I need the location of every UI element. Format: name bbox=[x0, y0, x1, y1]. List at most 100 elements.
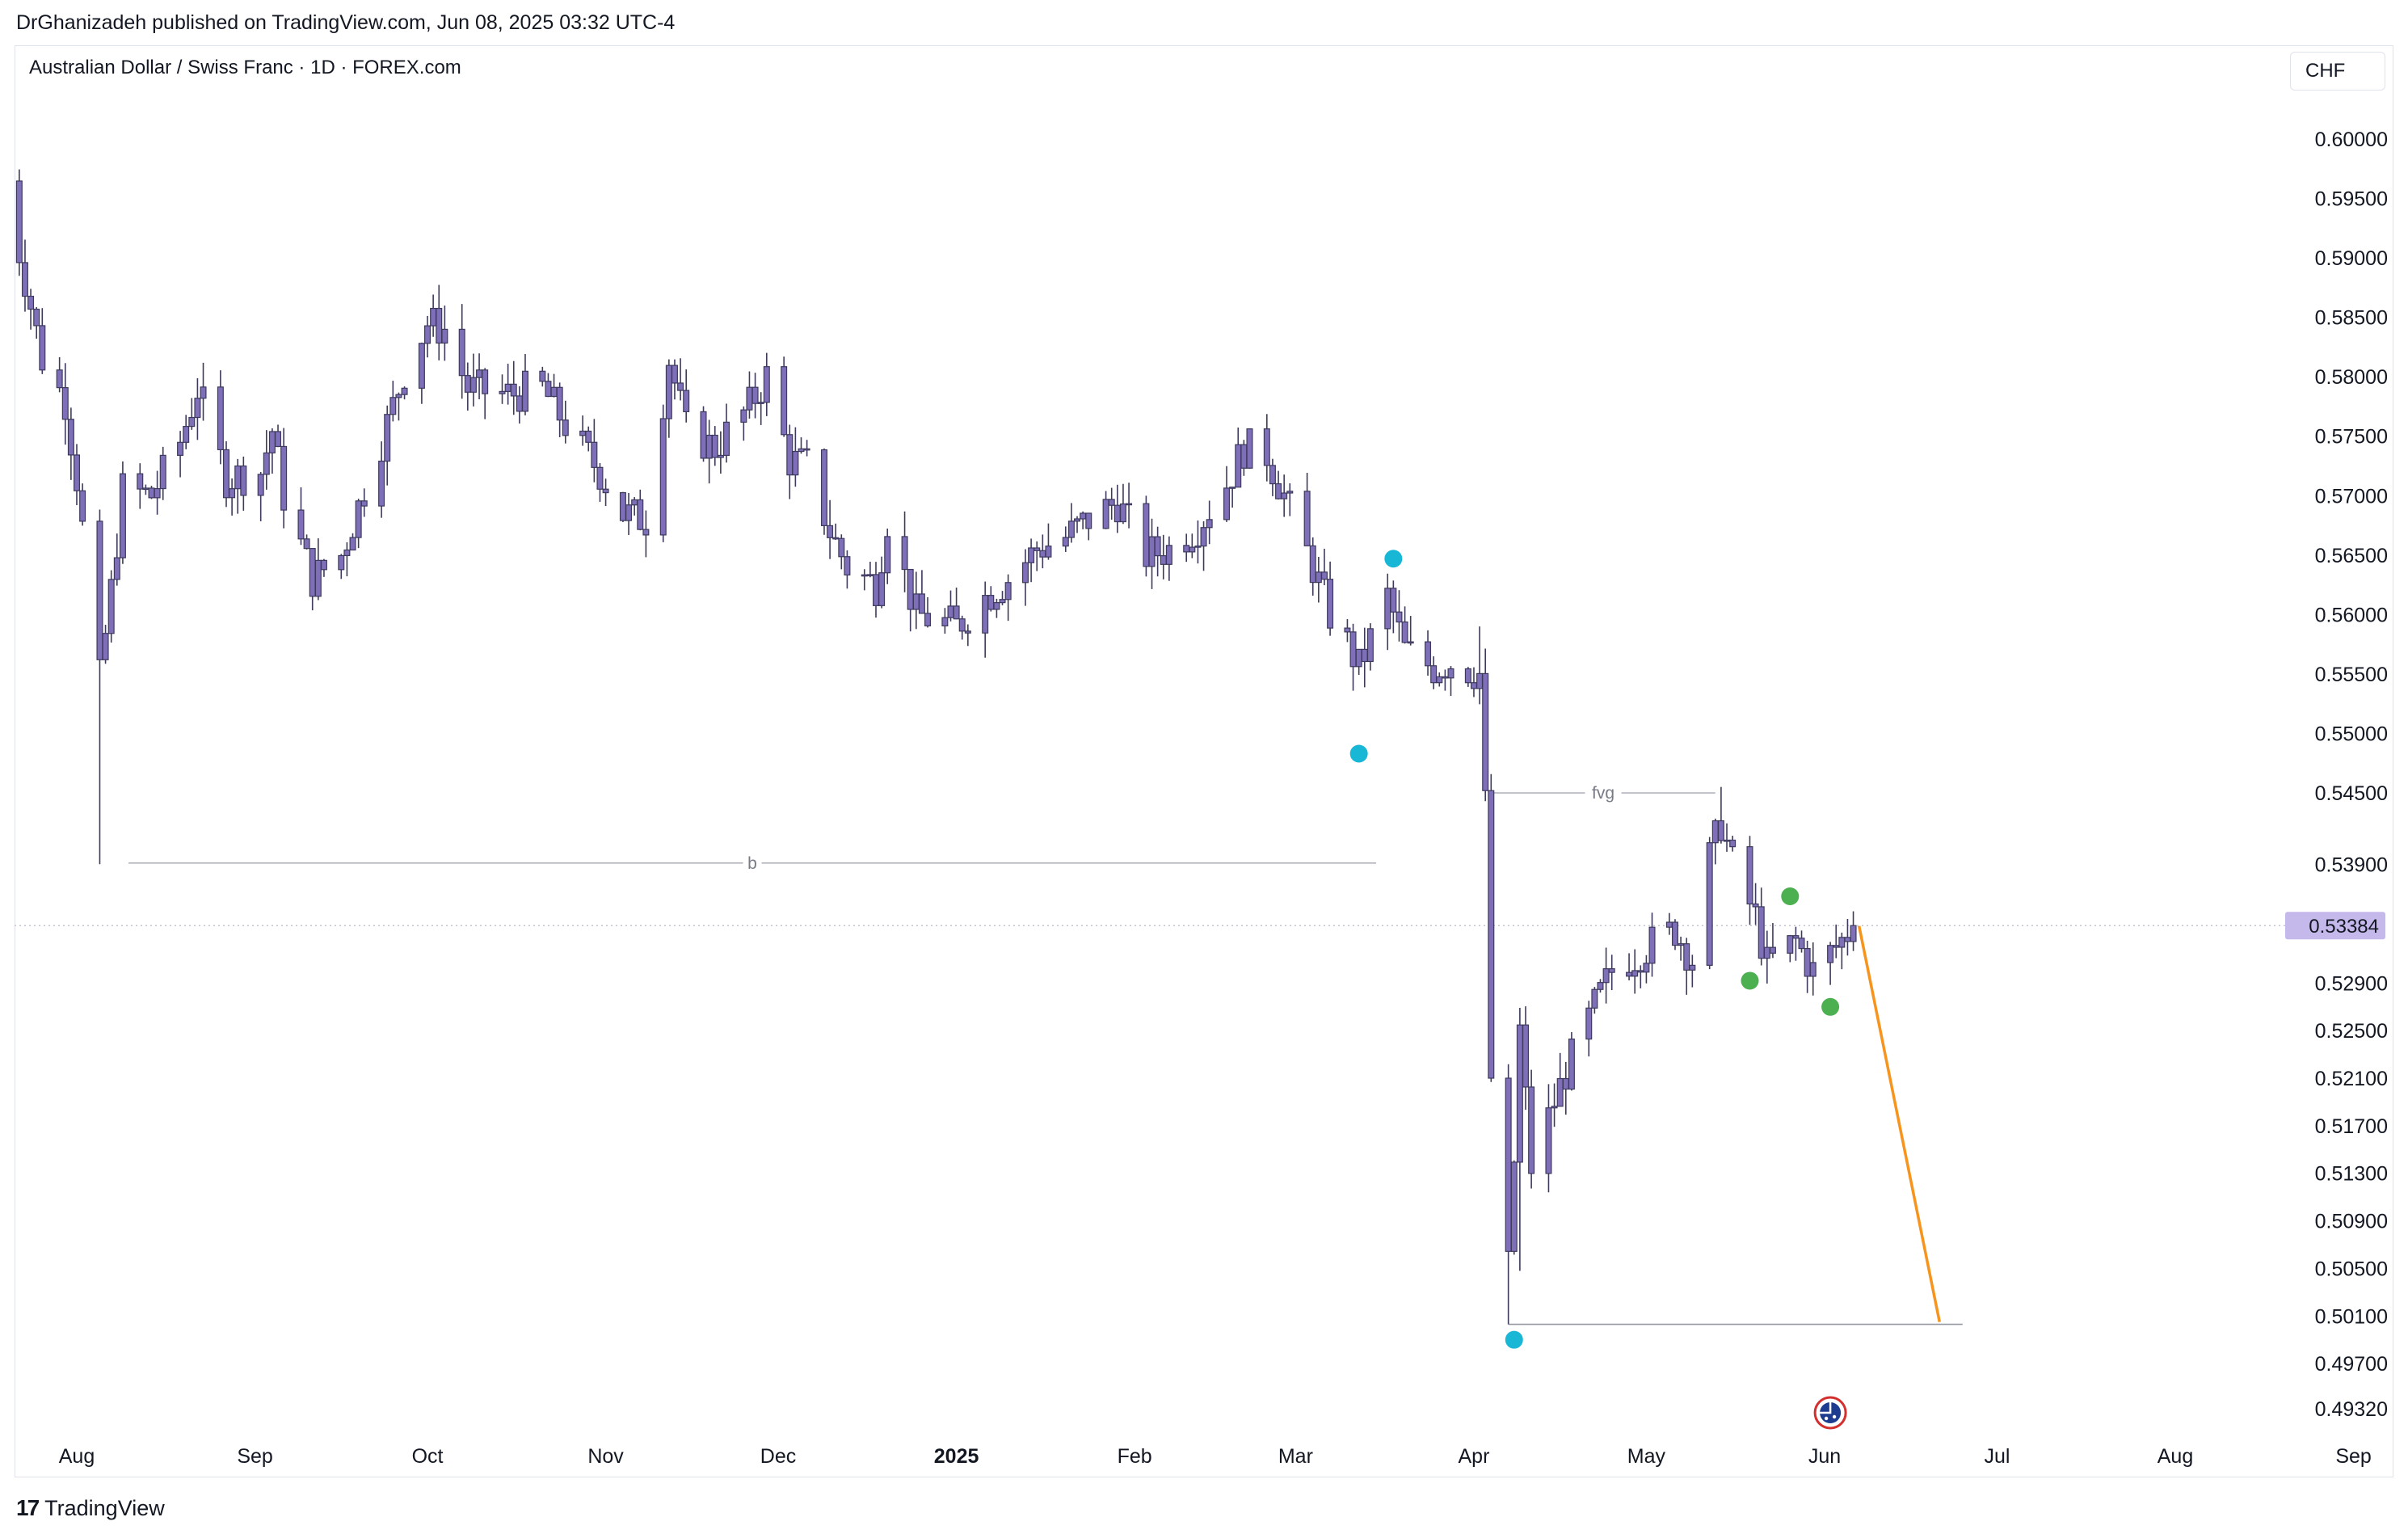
candle[interactable] bbox=[183, 415, 190, 449]
candle[interactable] bbox=[665, 359, 672, 438]
candle[interactable] bbox=[987, 586, 995, 612]
candle[interactable] bbox=[148, 486, 155, 499]
last-price-badge[interactable]: 0.53384 bbox=[2285, 912, 2385, 940]
candle[interactable] bbox=[556, 382, 563, 437]
candle[interactable] bbox=[268, 428, 276, 474]
candle[interactable] bbox=[73, 444, 80, 506]
cyan-marker[interactable] bbox=[1349, 744, 1368, 763]
candle[interactable] bbox=[222, 440, 229, 508]
candle[interactable] bbox=[1637, 965, 1644, 988]
candle[interactable] bbox=[982, 581, 989, 658]
candle[interactable] bbox=[39, 308, 46, 374]
candle[interactable] bbox=[1361, 627, 1368, 688]
candle[interactable] bbox=[1838, 932, 1846, 970]
candle[interactable] bbox=[798, 437, 805, 454]
candle[interactable] bbox=[1080, 511, 1087, 529]
candle[interactable] bbox=[102, 625, 109, 664]
candle[interactable] bbox=[1717, 786, 1724, 844]
candle[interactable] bbox=[1671, 919, 1678, 950]
candle[interactable] bbox=[1516, 1007, 1523, 1271]
candle[interactable] bbox=[596, 463, 604, 502]
candle[interactable] bbox=[1585, 1001, 1593, 1057]
green-marker[interactable] bbox=[1781, 887, 1800, 906]
candle[interactable] bbox=[1436, 672, 1443, 687]
candle[interactable] bbox=[1752, 883, 1759, 925]
candle[interactable] bbox=[1482, 648, 1489, 802]
candle[interactable] bbox=[1028, 538, 1035, 583]
candle[interactable] bbox=[263, 430, 270, 490]
candle[interactable] bbox=[229, 478, 236, 516]
candle[interactable] bbox=[1309, 537, 1316, 596]
candle[interactable] bbox=[999, 591, 1006, 605]
candle[interactable] bbox=[1442, 669, 1449, 691]
candle[interactable] bbox=[360, 488, 368, 517]
candle[interactable] bbox=[303, 534, 310, 550]
candle[interactable] bbox=[1804, 940, 1811, 993]
candle[interactable] bbox=[763, 352, 770, 416]
candle[interactable] bbox=[1551, 1083, 1558, 1127]
candle[interactable] bbox=[1240, 440, 1248, 476]
cyan-marker[interactable] bbox=[1384, 550, 1403, 568]
candle[interactable] bbox=[585, 426, 592, 452]
candle[interactable] bbox=[67, 407, 74, 480]
candle[interactable] bbox=[1315, 556, 1322, 603]
candle[interactable] bbox=[751, 373, 759, 419]
candle[interactable] bbox=[142, 484, 149, 495]
candle[interactable] bbox=[1683, 938, 1690, 995]
candle[interactable] bbox=[1447, 666, 1454, 697]
candle[interactable] bbox=[1263, 414, 1270, 482]
candle[interactable] bbox=[395, 392, 402, 421]
candle[interactable] bbox=[1711, 818, 1719, 865]
candle[interactable] bbox=[1303, 473, 1311, 546]
candle[interactable] bbox=[1643, 955, 1650, 984]
candle[interactable] bbox=[901, 511, 908, 592]
candle[interactable] bbox=[96, 509, 103, 865]
candle[interactable] bbox=[194, 377, 201, 440]
cyan-marker[interactable] bbox=[1505, 1330, 1523, 1349]
candle[interactable] bbox=[1562, 1061, 1569, 1115]
candle[interactable] bbox=[1746, 836, 1753, 925]
candle[interactable] bbox=[1148, 518, 1156, 589]
candle[interactable] bbox=[257, 472, 264, 521]
candle[interactable] bbox=[200, 362, 207, 421]
candle[interactable] bbox=[832, 523, 840, 540]
candle[interactable] bbox=[1269, 458, 1276, 496]
candle[interactable] bbox=[1464, 667, 1471, 687]
candle[interactable] bbox=[1384, 573, 1391, 651]
candle[interactable] bbox=[79, 483, 86, 526]
candle[interactable] bbox=[1113, 484, 1121, 533]
candle[interactable] bbox=[924, 596, 932, 628]
candle[interactable] bbox=[1430, 656, 1438, 689]
candle[interactable] bbox=[107, 570, 115, 643]
candle[interactable] bbox=[1724, 823, 1731, 852]
candle[interactable] bbox=[1286, 483, 1294, 516]
candle[interactable] bbox=[1597, 979, 1604, 993]
time-axis[interactable]: Aug Sep Oct Nov Dec 2025 Feb Mar Apr May Jun Jul Aug… bbox=[59, 1445, 2372, 1468]
candle[interactable] bbox=[1366, 623, 1374, 671]
candle[interactable] bbox=[1758, 887, 1765, 966]
candle[interactable] bbox=[705, 419, 713, 484]
candle[interactable] bbox=[539, 366, 546, 387]
candle[interactable] bbox=[1488, 773, 1495, 1082]
candle[interactable] bbox=[1004, 574, 1012, 622]
candle[interactable] bbox=[343, 542, 351, 577]
fvg-level-line[interactable]: fvg bbox=[1491, 784, 1715, 803]
candle[interactable] bbox=[280, 428, 288, 529]
candle[interactable] bbox=[958, 615, 966, 640]
candle[interactable] bbox=[424, 315, 432, 358]
candle[interactable] bbox=[1229, 487, 1236, 508]
candle[interactable] bbox=[297, 487, 305, 546]
candle[interactable] bbox=[1648, 912, 1656, 977]
candle[interactable] bbox=[384, 405, 391, 486]
candle[interactable] bbox=[275, 424, 282, 448]
candle[interactable] bbox=[740, 406, 747, 441]
candle[interactable] bbox=[1039, 534, 1046, 569]
candle[interactable] bbox=[562, 400, 569, 444]
candle[interactable] bbox=[1067, 503, 1075, 543]
candle[interactable] bbox=[1143, 495, 1150, 577]
candle[interactable] bbox=[591, 419, 598, 483]
candle[interactable] bbox=[430, 294, 437, 337]
candle[interactable] bbox=[389, 381, 397, 422]
candle[interactable] bbox=[309, 547, 316, 611]
candle[interactable] bbox=[1085, 512, 1092, 541]
